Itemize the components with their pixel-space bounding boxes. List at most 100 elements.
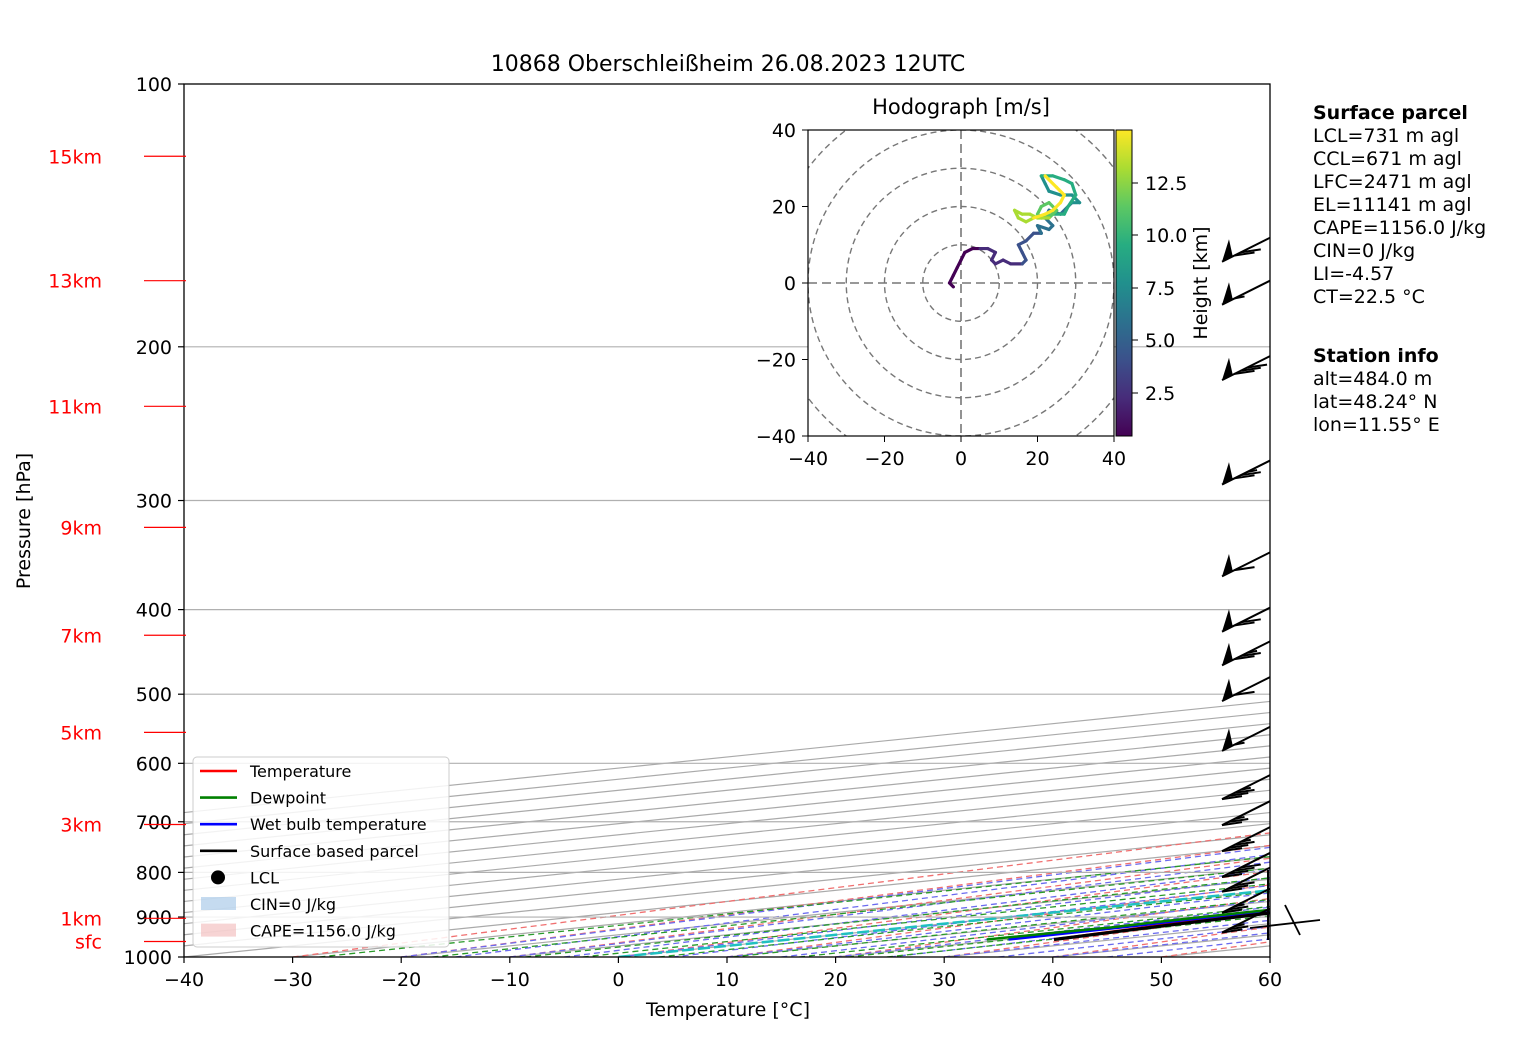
- barb-flag: [1234, 474, 1255, 480]
- hodo-title: Hodograph [m/s]: [872, 95, 1050, 119]
- wind-barb: [1221, 551, 1271, 578]
- alt-value: alt=484.0 m: [1313, 368, 1433, 390]
- moist-adiabat: [401, 846, 1270, 957]
- hodo-ytick-label: 0: [784, 273, 796, 295]
- barb-flag: [1234, 251, 1255, 257]
- legend-label: Temperature: [249, 762, 351, 781]
- legend: Temperature Dewpoint Wet bulb temperature S…: [192, 756, 450, 948]
- wind-barb: [1221, 459, 1271, 486]
- barb-flag: [1234, 866, 1255, 872]
- isotherm: [184, 778, 1270, 891]
- hodo-segment: [1055, 185, 1066, 197]
- isotherm: [184, 789, 1270, 903]
- barb-flag: [1221, 872, 1243, 878]
- wind-barb: [1221, 887, 1271, 914]
- dry-adiabat: [1487, 84, 1517, 957]
- barb-pennant: [1222, 553, 1233, 577]
- barb-flag: [1228, 844, 1249, 850]
- legend-box: [192, 756, 450, 948]
- colorbar-tick-label: 2.5: [1145, 383, 1175, 405]
- barb-flag: [1228, 884, 1249, 890]
- hodo-plot: [808, 130, 1114, 436]
- mixing-ratio-line: [799, 905, 1270, 957]
- barb-pennant: [1222, 609, 1233, 632]
- barb-flag: [1234, 788, 1255, 794]
- wind-barb: [1221, 279, 1271, 306]
- wind-barb: [1221, 640, 1271, 667]
- isotherm: [184, 734, 1270, 847]
- lat-value: lat=48.24° N: [1313, 391, 1438, 413]
- dry-adiabat: [618, 870, 1270, 957]
- hodo-segment: [1047, 189, 1063, 197]
- height-label: 9km: [60, 517, 102, 539]
- moist-adiabat: [889, 913, 1270, 957]
- hodo-ytick-label: 20: [772, 197, 796, 219]
- hodo-ring: [922, 244, 1000, 322]
- y-tick-label: 700: [136, 812, 172, 834]
- y-tick-label: 600: [136, 753, 172, 775]
- mixing-ratio-line: [886, 915, 1270, 957]
- barb-half: [1246, 649, 1258, 654]
- colorbar-tick-label: 7.5: [1145, 278, 1175, 300]
- barb-flag: [1240, 248, 1261, 254]
- barb-flag: [1228, 925, 1249, 931]
- barb-pennant: [1222, 282, 1233, 305]
- barb-flag: [1221, 795, 1243, 801]
- y-tick-label: 800: [136, 862, 172, 884]
- lfc-value: LFC=2471 m agl: [1313, 171, 1472, 193]
- height-label: sfc: [75, 932, 102, 954]
- height-label: 1km: [60, 908, 102, 930]
- x-axis-label: Temperature [°C]: [645, 999, 810, 1021]
- isotherm: [184, 800, 1270, 914]
- legend-swatch: [201, 897, 236, 910]
- colorbar-tick-label: 10.0: [1145, 225, 1187, 247]
- li-value: LI=-4.57: [1313, 263, 1395, 285]
- hodo-segment: [1047, 178, 1059, 189]
- moist-adiabat: [1107, 938, 1270, 957]
- isotherm: [184, 756, 1270, 869]
- parcel-title: Surface parcel: [1313, 102, 1468, 124]
- height-label: 5km: [60, 722, 102, 744]
- x-tick-label: −30: [273, 969, 313, 991]
- hodo-xtick-label: −40: [788, 448, 828, 470]
- hodo-segment: [1035, 224, 1051, 232]
- barb-half: [1234, 923, 1245, 928]
- barb-flag: [1228, 792, 1249, 798]
- colorbar-tick-label: 12.5: [1145, 173, 1187, 195]
- height-label: 7km: [60, 625, 102, 647]
- wind-barb: [1221, 725, 1271, 752]
- barb-flag: [1234, 566, 1255, 572]
- hodo-ytick-label: −40: [756, 426, 796, 448]
- barb-flag: [1234, 881, 1255, 887]
- wind-barb: [1221, 866, 1271, 893]
- lcl-value: LCL=731 m agl: [1313, 125, 1460, 147]
- lon-value: lon=11.55° E: [1313, 414, 1440, 436]
- barb-flag: [1240, 863, 1261, 869]
- legend-swatch: [201, 923, 236, 937]
- barb-pennant: [1222, 728, 1233, 751]
- hodo-xtick-label: 40: [1102, 448, 1126, 470]
- moist-adiabat: [726, 892, 1270, 957]
- x-tick-label: 50: [1149, 969, 1173, 991]
- barb-flag: [1221, 928, 1243, 934]
- barb-half: [1234, 741, 1245, 746]
- legend-swatch: [211, 870, 225, 885]
- hodo-xtick-label: −20: [864, 448, 904, 470]
- hodo-segment: [1051, 201, 1063, 212]
- barb-pennant: [1222, 678, 1233, 702]
- legend-label: Wet bulb temperature: [250, 815, 427, 834]
- barb-half: [1246, 469, 1258, 474]
- ccl-value: CCL=671 m agl: [1313, 148, 1462, 170]
- isotherm: [184, 767, 1270, 880]
- barb-flag: [1221, 908, 1243, 914]
- wind-barb: [1221, 800, 1271, 827]
- x-tick-label: 10: [715, 969, 739, 991]
- wind-barbs: [1221, 236, 1321, 940]
- hodo-segment: [1051, 174, 1066, 182]
- station-title: Station info: [1313, 345, 1439, 367]
- barb-pennant: [1222, 642, 1233, 666]
- hodograph: Hodograph [m/s] −40−40 −20 −20 0 0 20 20 40 40 2.5…: [756, 95, 1212, 470]
- legend-label: Dewpoint: [250, 789, 326, 808]
- surface-barb: [1249, 919, 1321, 929]
